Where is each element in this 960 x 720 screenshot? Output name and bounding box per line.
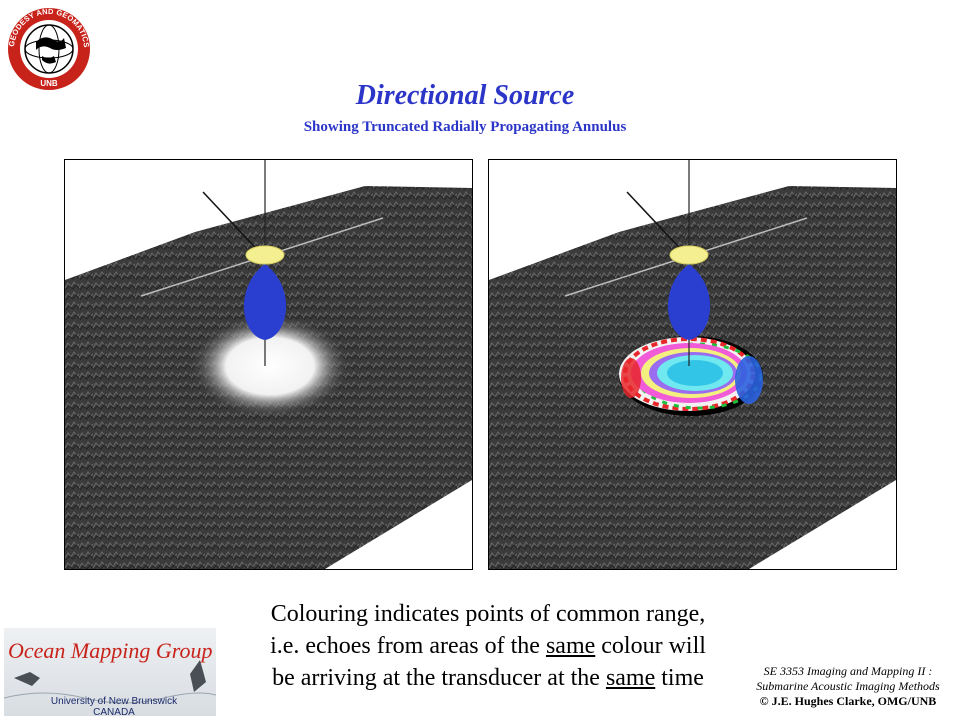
transducer-disc [669,245,709,265]
caption: Colouring indicates points of common ran… [230,598,746,694]
course-credit: SE 3353 Imaging and Mapping II : Submari… [738,664,958,709]
left-seafloor-panel [64,159,473,570]
range-coloured-annulus [619,336,763,416]
beam-lobe [243,264,287,340]
course-code: SE 3353 Imaging and Mapping II : [763,664,933,678]
ocean-mapping-group-logo: Ocean Mapping Group University of New Br… [4,628,216,718]
omg-university: University of New Brunswick CANADA [50,696,178,718]
unb-geomatics-logo: GEODESY AND GEOMATICS ENGINEERING UNB [3,0,92,92]
beam-lobe [667,264,711,340]
page-title: Directional Source [355,80,575,111]
course-title: Submarine Acoustic Imaging Methods [756,679,940,693]
caption-line-2: i.e. echoes from areas of the same colou… [270,633,706,659]
transducer-disc [245,245,285,265]
caption-line-1: Colouring indicates points of common ran… [270,601,706,627]
right-seafloor-panel [488,159,897,570]
page-subtitle: Showing Truncated Radially Propagating A… [303,119,627,135]
omg-title: Ocean Mapping Group [8,638,213,663]
ensonified-patch [190,314,350,418]
copyright: © J.E. Hughes Clarke, OMG/UNB [759,694,937,708]
logo-bottom-text: UNB [40,79,58,88]
caption-line-3: be arriving at the transducer at the sam… [272,665,704,691]
